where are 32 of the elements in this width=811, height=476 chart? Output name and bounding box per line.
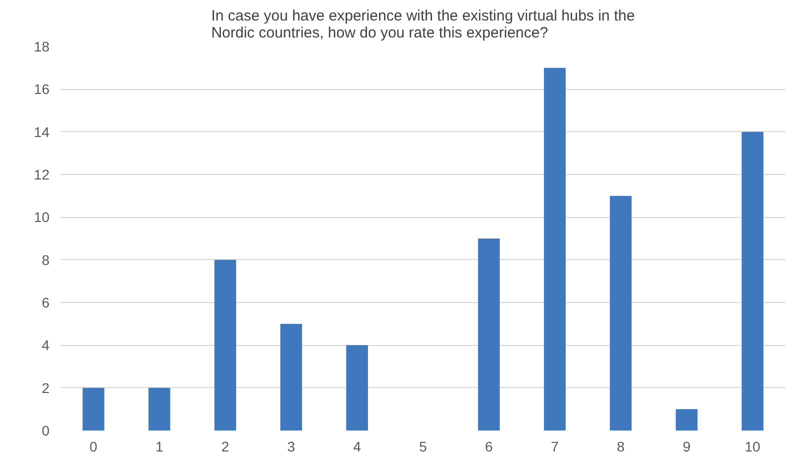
y-tick-label: 14 bbox=[34, 124, 50, 140]
y-tick-label: 2 bbox=[42, 380, 50, 396]
y-tick-label: 8 bbox=[42, 252, 50, 268]
y-tick-label: 18 bbox=[34, 38, 50, 54]
x-tick-label: 5 bbox=[419, 438, 428, 454]
bar bbox=[280, 324, 302, 430]
x-tick-label: 2 bbox=[221, 438, 230, 454]
bar bbox=[82, 388, 104, 430]
x-tick-label: 9 bbox=[682, 438, 691, 454]
y-tick-label: 16 bbox=[34, 81, 50, 98]
x-tick-label: 4 bbox=[353, 438, 362, 454]
x-tick-label: 6 bbox=[485, 438, 494, 454]
x-tick-label: 3 bbox=[287, 438, 296, 454]
bar bbox=[742, 132, 764, 430]
bar bbox=[346, 345, 368, 430]
chart-title: In case you have experience with the existing virtual hubs in the Nordic countries, how do you rate this experience? bbox=[211, 8, 635, 42]
y-tick-label: 4 bbox=[42, 337, 50, 354]
bar bbox=[214, 260, 236, 430]
bar bbox=[676, 409, 698, 430]
x-tick-label: 10 bbox=[744, 438, 761, 454]
x-tick-label: 0 bbox=[90, 438, 98, 454]
x-tick-label: 8 bbox=[616, 438, 625, 454]
bar bbox=[544, 68, 566, 430]
y-tick-label: 6 bbox=[42, 294, 50, 310]
y-tick-label: 0 bbox=[42, 422, 50, 438]
y-tick-label: 12 bbox=[34, 166, 50, 182]
bar bbox=[478, 238, 500, 430]
y-tick-label: 10 bbox=[34, 209, 50, 226]
x-tick-label: 7 bbox=[550, 438, 559, 454]
x-tick-label: 1 bbox=[155, 438, 164, 454]
bar bbox=[148, 388, 170, 430]
bar bbox=[610, 196, 632, 430]
